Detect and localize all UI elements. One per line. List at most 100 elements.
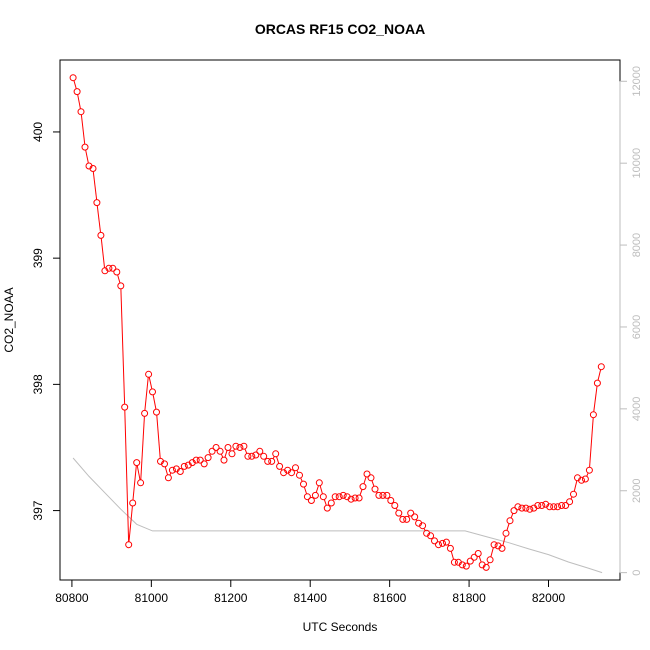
series-layer: [69, 74, 605, 574]
co2-point: [399, 515, 407, 523]
co2-line-segment: [132, 465, 137, 500]
co2-line-segment: [233, 448, 235, 452]
co2-line-segment: [144, 377, 149, 411]
co2-point: [89, 165, 97, 172]
co2-line-segment: [597, 369, 602, 381]
y-tick-label: 398: [31, 374, 45, 394]
co2-point: [470, 553, 478, 561]
co2-point: [260, 452, 268, 460]
co2-point: [510, 507, 518, 515]
co2-point: [315, 479, 323, 487]
x-tick-label: 81400: [294, 591, 328, 605]
y-axis-label: CO2_NOAA: [2, 287, 16, 352]
co2-point: [307, 497, 315, 504]
chart-title: ORCAS RF15 CO2_NOAA: [255, 21, 425, 37]
co2-point: [474, 550, 482, 557]
co2-point: [180, 462, 188, 470]
co2-line-segment: [152, 395, 157, 410]
co2-line-segment: [276, 456, 280, 464]
co2-point: [597, 363, 605, 371]
co2-point: [411, 513, 419, 521]
co2-point: [522, 504, 530, 512]
co2-line-segment: [272, 456, 275, 459]
co2-line-segment: [220, 454, 224, 458]
co2-point: [593, 379, 601, 387]
co2-point: [585, 466, 593, 474]
co2-point: [534, 502, 542, 509]
co2-point: [375, 491, 383, 499]
x-tick-label: 81000: [135, 591, 169, 605]
co2-point: [228, 450, 236, 458]
co2-point: [439, 539, 446, 547]
co2-point: [395, 509, 403, 517]
co2-point: [212, 444, 220, 451]
co2-line-segment: [450, 551, 454, 560]
co2-point: [383, 491, 391, 499]
co2-line-segment: [490, 547, 494, 557]
co2-point: [526, 505, 534, 513]
co2-point: [323, 504, 331, 512]
co2-point: [204, 454, 212, 462]
co2-point: [407, 509, 415, 517]
x-axis-label: UTC Seconds: [303, 620, 378, 634]
co2-line-segment: [85, 150, 89, 164]
co2-line-segment: [315, 485, 319, 493]
y2-tick-label: 10000: [631, 148, 643, 179]
co2-point: [129, 499, 137, 507]
co2-line-segment: [73, 80, 77, 89]
co2-line-segment: [92, 171, 98, 200]
co2-point: [141, 409, 149, 417]
y2-tick-label: 6000: [631, 315, 643, 339]
co2-point: [562, 502, 570, 509]
co2-line-segment: [124, 410, 130, 542]
co2-line-segment: [363, 476, 367, 484]
co2-point: [303, 493, 311, 501]
co2-point: [554, 503, 562, 511]
co2-point: [518, 504, 526, 512]
co2-point: [351, 494, 359, 502]
co2-point: [292, 464, 299, 472]
co2-point: [466, 557, 474, 565]
co2-line-segment: [80, 114, 86, 144]
co2-point: [125, 541, 133, 549]
y2-tick-label: 0: [631, 570, 643, 576]
co2-line-segment: [423, 528, 426, 531]
x-tick-label: 80800: [55, 591, 89, 605]
co2-line-segment: [586, 472, 589, 477]
x-axis: 80800 81000 81200 81400 81600 81800 82000: [55, 579, 566, 605]
co2-line-segment: [323, 499, 327, 506]
co2-point: [367, 474, 375, 482]
co2-point: [581, 475, 589, 483]
co2-line-segment: [120, 289, 126, 404]
co2-point: [240, 442, 248, 450]
co2-point: [335, 493, 343, 501]
co2-point: [379, 491, 387, 499]
co2-line-segment: [169, 472, 172, 476]
co2-point: [224, 444, 232, 451]
co2-point: [462, 562, 470, 570]
co2-point: [200, 460, 208, 468]
co2-point: [300, 480, 307, 488]
co2-line-segment: [224, 450, 228, 458]
co2-point: [589, 411, 597, 419]
co2-point: [427, 532, 435, 540]
co2-point: [566, 498, 574, 506]
x-tick-label: 81600: [373, 591, 407, 605]
co2-point: [347, 495, 355, 503]
y-axis-right: 0 2000 4000 6000 8000 10000 12000: [619, 66, 643, 576]
x-tick-label: 81800: [452, 591, 486, 605]
co2-line-segment: [148, 377, 153, 389]
co2-line-segment: [140, 416, 145, 480]
co2-point: [486, 556, 494, 564]
y-tick-label: 397: [31, 500, 45, 520]
co2-point: [498, 544, 506, 552]
co2-point: [105, 264, 113, 272]
co2-line-segment: [303, 486, 307, 494]
co2-line-segment: [395, 508, 398, 511]
co2-point: [288, 469, 295, 477]
co2-point: [161, 460, 168, 468]
co2-line-segment: [117, 274, 121, 283]
co2-point: [391, 502, 399, 509]
co2-point: [69, 74, 77, 82]
co2-point: [208, 447, 216, 455]
